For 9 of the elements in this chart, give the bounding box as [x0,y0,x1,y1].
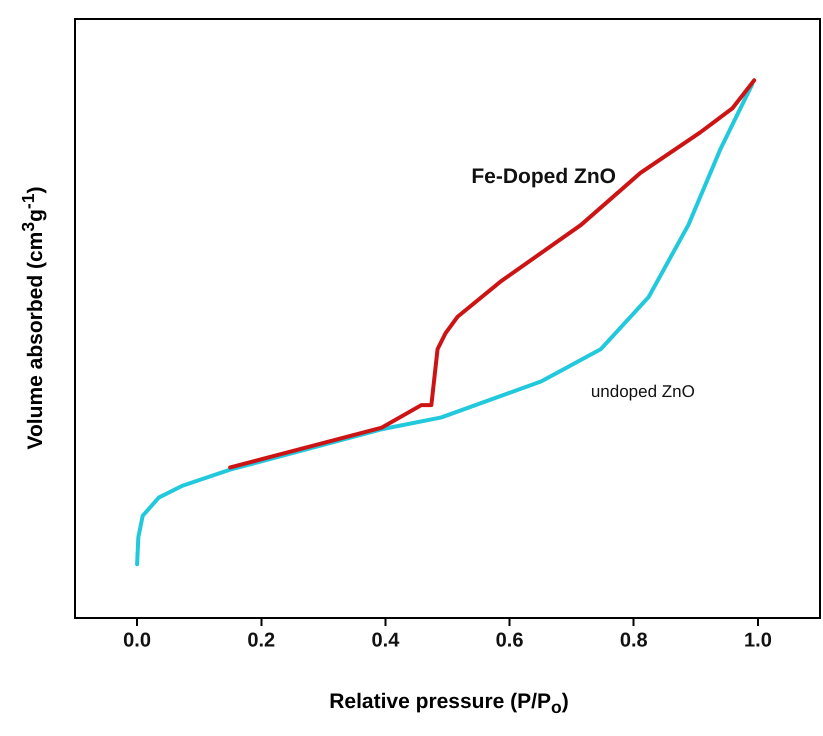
x-tick-label: 0.8 [620,630,648,652]
x-tick-label: 0.0 [123,630,151,652]
x-axis-title: Relative pressure (P/P$_{o}$) [328,690,570,718]
x-tick-label: 1.0 [744,630,772,652]
x-tick-label: 0.2 [247,630,276,652]
x-tick-label: 0.6 [496,630,524,652]
series-label: undoped ZnO [590,382,695,402]
x-tick-label: 0.4 [372,630,400,652]
series-label: Fe-Doped ZnO [471,164,616,188]
